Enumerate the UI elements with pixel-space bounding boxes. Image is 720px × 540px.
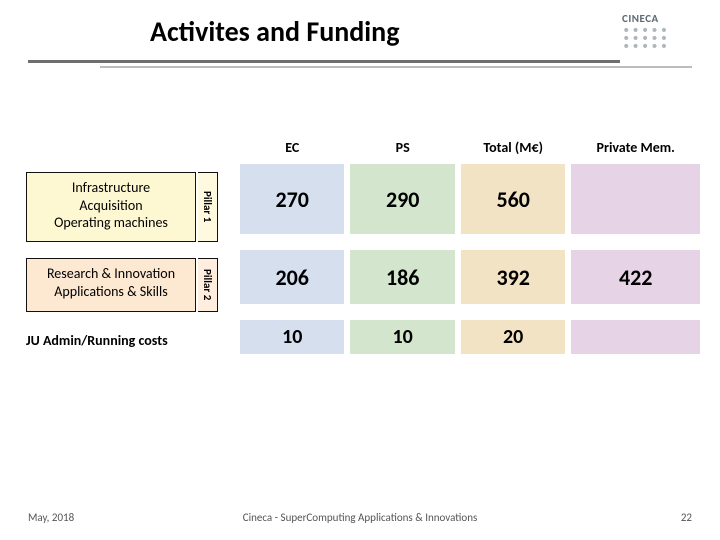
logo: CINECA ••••••••••••••• <box>622 12 698 51</box>
row-label-line: Research & Innovation <box>31 265 191 283</box>
cell-ps: 10 <box>350 320 454 354</box>
cell-ec: 10 <box>240 320 344 354</box>
cell-ps: 186 <box>350 250 454 304</box>
slide: Activites and Funding CINECA •••••••••••… <box>0 0 720 540</box>
funding-table: EC PS Total (M€) Private Mem. 270 290 56… <box>240 130 700 354</box>
table-row: 206 186 392 422 <box>240 250 700 304</box>
table-row: 270 290 560 <box>240 164 700 234</box>
row-label-infrastructure: Infrastructure Acquisition Operating mac… <box>26 172 196 242</box>
pillar-2-tab: Pillar 2 <box>198 258 218 312</box>
cell-tot: 20 <box>461 320 565 354</box>
col-header-ps: PS <box>350 130 454 164</box>
pillar-1-tab: Pillar 1 <box>198 172 218 242</box>
row-label-research: Research & Innovation Applications & Ski… <box>26 258 196 312</box>
cell-ec: 270 <box>240 164 344 234</box>
cell-ps: 290 <box>350 164 454 234</box>
cell-priv <box>571 164 700 234</box>
col-header-tot: Total (M€) <box>461 130 565 164</box>
divider-thin <box>100 66 692 68</box>
cell-priv <box>571 320 700 354</box>
table-row: 10 10 20 <box>240 320 700 354</box>
table-header-row: EC PS Total (M€) Private Mem. <box>240 130 700 164</box>
row-label-line: Operating machines <box>31 214 191 232</box>
page-title: Activites and Funding <box>150 14 399 49</box>
col-header-priv: Private Mem. <box>571 130 700 164</box>
col-header-ec: EC <box>240 130 344 164</box>
cell-priv: 422 <box>571 250 700 304</box>
row-label-admin: JU Admin/Running costs <box>26 332 222 350</box>
cell-tot: 560 <box>461 164 565 234</box>
footer-page: 22 <box>681 511 692 524</box>
divider-thick <box>28 60 620 63</box>
row-label-line: Infrastructure <box>31 179 191 197</box>
row-label-line: Acquisition <box>31 197 191 215</box>
cell-tot: 392 <box>461 250 565 304</box>
row-label-line: Applications & Skills <box>31 283 191 301</box>
logo-dots-icon: ••••••••••••••• <box>622 27 698 51</box>
footer-center: Cineca - SuperComputing Applications & I… <box>0 511 720 524</box>
pillar-2-label: Pillar 2 <box>201 269 214 300</box>
pillar-1-label: Pillar 1 <box>201 191 214 222</box>
cell-ec: 206 <box>240 250 344 304</box>
